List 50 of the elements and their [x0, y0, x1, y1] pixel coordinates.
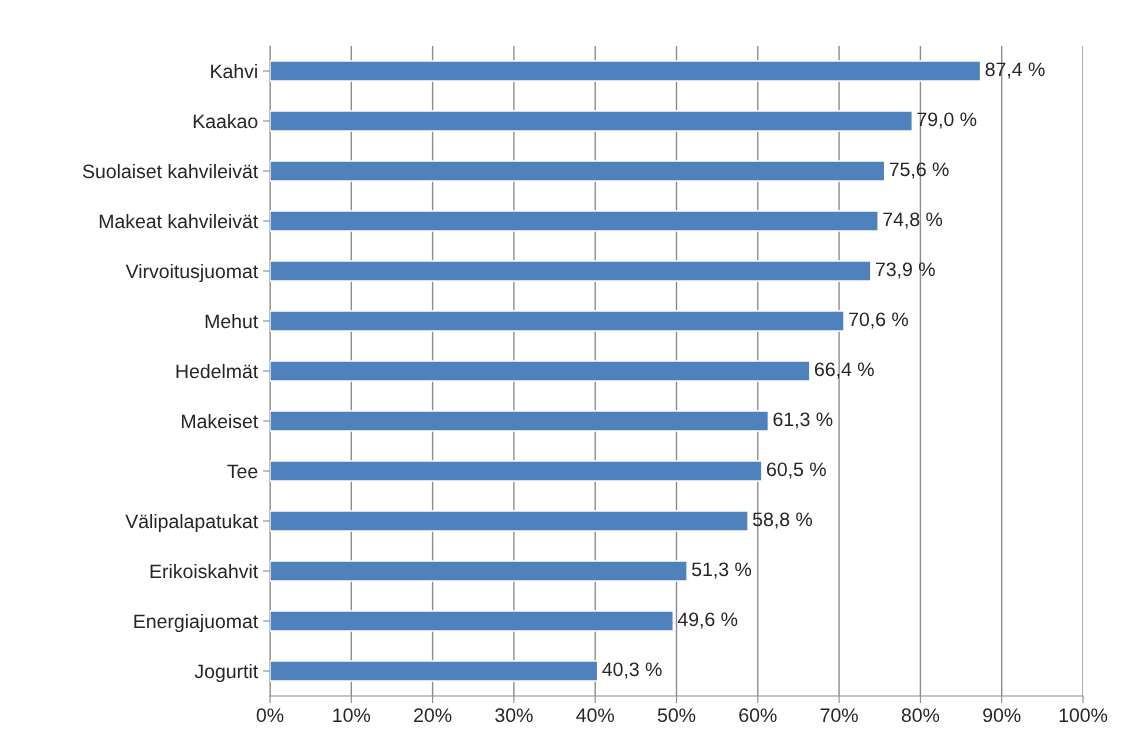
bar — [270, 60, 982, 82]
data-label: 73,9 % — [875, 262, 935, 279]
y-tick-label: Makeat kahvileivät — [99, 213, 259, 229]
bar — [270, 610, 674, 632]
x-tick-label: 70% — [820, 708, 858, 723]
data-label: 66,4 % — [814, 362, 874, 379]
y-tick-label: Suolaiset kahvileivät — [82, 163, 259, 179]
data-label: 49,6 % — [677, 612, 738, 629]
data-label: 61,3 % — [773, 412, 833, 429]
data-label: 87,4 % — [985, 62, 1045, 79]
y-tick-label: Mehut — [205, 313, 259, 329]
y-tick-label: Virvoitusjuomat — [125, 263, 259, 283]
x-tick-label: 0% — [256, 708, 284, 723]
y-tick-label: Makeiset — [181, 413, 259, 429]
x-tick-label: 80% — [901, 708, 940, 723]
bar — [270, 560, 688, 582]
data-label: 51,3 % — [692, 562, 752, 579]
data-label: 40,3 % — [602, 662, 662, 679]
x-tick-label: 20% — [414, 708, 452, 723]
x-tick-label: 40% — [576, 708, 614, 723]
bar — [270, 160, 886, 182]
y-tick-label: Hedelmät — [176, 363, 259, 379]
data-label: 60,5 % — [767, 462, 826, 479]
y-tick-label: Erikoiskahvit — [150, 563, 259, 579]
bar — [270, 310, 845, 332]
y-tick-label: Kahvi — [211, 63, 257, 79]
bar — [270, 510, 749, 532]
y-tick-label: Tee — [227, 464, 258, 479]
bar — [270, 260, 872, 282]
y-tick-label: Kaakao — [193, 113, 258, 129]
data-label: 74,8 % — [883, 212, 943, 229]
x-tick-label: 50% — [657, 708, 696, 723]
bar — [270, 210, 879, 232]
data-label: 75,6 % — [889, 162, 949, 179]
data-label: 58,8 % — [752, 512, 813, 529]
bar — [270, 660, 599, 682]
y-tick-label: Energiajuomat — [134, 613, 259, 633]
x-tick-label: 60% — [739, 708, 777, 723]
x-tick-label: 100% — [1059, 708, 1108, 723]
data-label: 79,0 % — [917, 112, 977, 129]
bar — [270, 460, 763, 482]
y-tick-label: Välipalapatukat — [125, 513, 259, 533]
y-tick-label: Jogurtit — [194, 663, 259, 683]
x-tick-label: 90% — [983, 708, 1021, 723]
data-label: 70,6 % — [849, 312, 908, 329]
bar — [270, 410, 770, 432]
bar — [270, 360, 811, 382]
x-tick-label: 30% — [495, 708, 533, 723]
x-tick-label: 10% — [333, 708, 371, 723]
bar — [270, 110, 913, 132]
